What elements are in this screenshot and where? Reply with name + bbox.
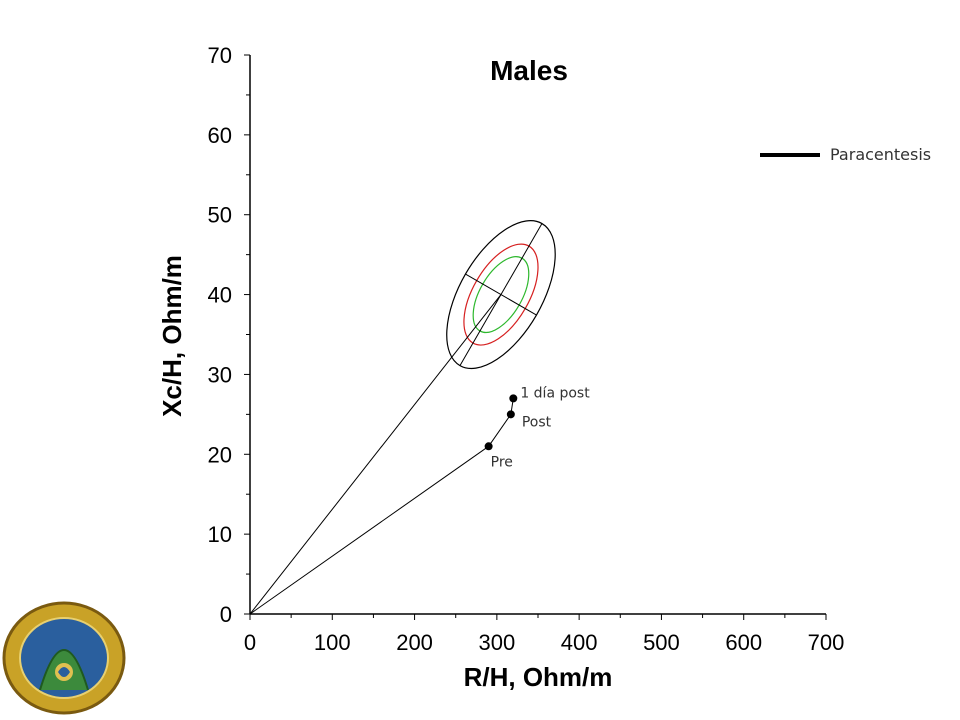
y-tick-label: 30 [208,362,232,387]
y-tick-label: 40 [208,283,232,308]
y-tick-labels: 0 10 20 30 40 50 60 70 [208,43,232,627]
reference-vector-line [249,294,502,615]
point-label: Pre [491,454,513,470]
x-tick-label: 300 [478,630,515,655]
series-path [488,398,514,447]
data-points [484,394,518,451]
point-labels: Pre Post 1 día post [491,385,591,470]
x-tick-label: 100 [314,630,351,655]
institution-logo [2,601,126,715]
x-tick-label: 200 [396,630,433,655]
y-tick-marks [244,54,250,615]
y-tick-label: 10 [208,522,232,547]
x-tick-label: 500 [643,630,680,655]
point-label: Post [522,414,552,430]
y-tick-label: 50 [208,203,232,228]
x-tick-label: 700 [808,630,845,655]
y-axis-title: Xc/H, Ohm/m [157,255,187,417]
y-tick-label: 20 [208,442,232,467]
x-tick-label: 600 [725,630,762,655]
x-tick-marks [249,614,827,620]
data-point [484,442,493,451]
data-point [509,394,518,403]
x-tick-labels: 0 100 200 300 400 500 600 700 [244,630,844,655]
y-tick-label: 70 [208,43,232,68]
y-tick-label: 0 [220,602,232,627]
legend-label: Paracentesis [830,145,931,164]
chart-title: Males [490,55,568,86]
legend: Paracentesis [760,145,931,164]
y-tick-label: 60 [208,123,232,148]
x-axis-title: R/H, Ohm/m [464,662,613,692]
point-label: 1 día post [520,385,590,401]
x-tick-label: 400 [561,630,598,655]
patient-vector-line [249,445,489,615]
x-tick-label: 0 [244,630,256,655]
data-point [506,410,515,419]
